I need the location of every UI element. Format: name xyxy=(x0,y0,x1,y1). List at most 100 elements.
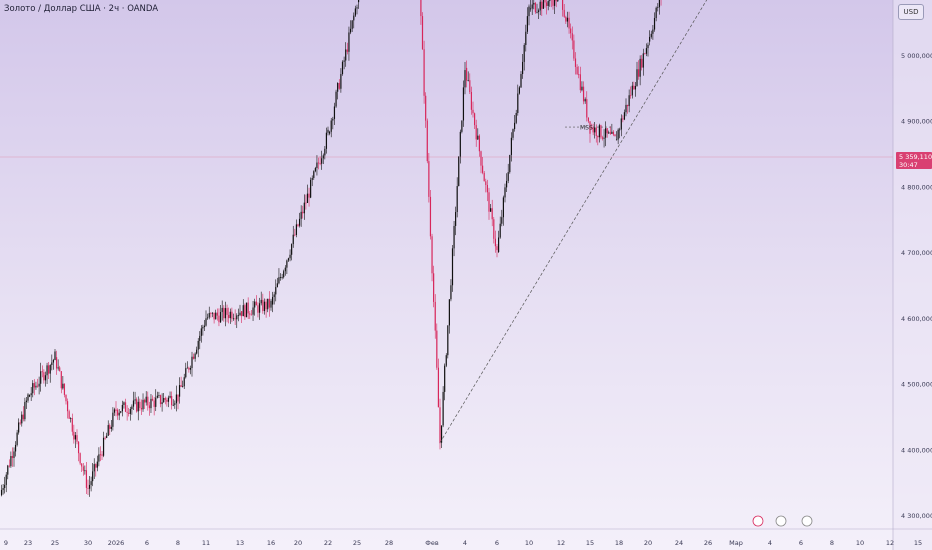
candle-body xyxy=(447,325,449,356)
candle-body xyxy=(183,377,185,387)
candle-body xyxy=(164,398,166,400)
candle-body xyxy=(509,154,511,173)
candle-body xyxy=(4,484,6,489)
candle-body xyxy=(2,488,4,490)
candle-body xyxy=(252,307,254,315)
candle-body xyxy=(603,137,605,139)
candle-body xyxy=(107,425,109,436)
candle-body xyxy=(36,385,39,387)
candle-body xyxy=(448,299,450,326)
price-tick-label: 4 900,000 xyxy=(901,118,932,126)
candle-body xyxy=(8,465,10,467)
candle-body xyxy=(557,0,559,2)
candle-body xyxy=(41,371,43,373)
candle-body xyxy=(450,285,452,300)
candle-body xyxy=(221,307,223,313)
candle-body xyxy=(606,128,608,134)
candle-body xyxy=(615,139,618,141)
candle-body xyxy=(456,186,458,213)
candle-body xyxy=(528,6,530,17)
candle-body xyxy=(428,161,430,197)
candle-body xyxy=(490,208,492,212)
candle-body xyxy=(43,372,45,381)
candle-body xyxy=(84,470,86,472)
candle-body xyxy=(118,412,120,416)
candle-body xyxy=(594,127,596,133)
candle-body xyxy=(570,28,572,34)
candle-body xyxy=(434,301,436,331)
candle-body xyxy=(554,0,556,6)
candle-body xyxy=(46,365,48,376)
candle-body xyxy=(10,456,12,467)
candle-body xyxy=(461,120,463,132)
candle-body xyxy=(77,441,80,454)
candle-body xyxy=(279,277,282,278)
candle-body xyxy=(180,385,182,387)
candle-body xyxy=(59,367,61,372)
candle-body xyxy=(172,404,174,406)
time-tick-label: 15 xyxy=(914,539,922,547)
candle-body xyxy=(420,0,422,17)
candle-body xyxy=(319,163,321,164)
candle-body xyxy=(237,315,239,317)
candle-body xyxy=(134,399,136,401)
candle-body xyxy=(271,297,274,305)
candle-body xyxy=(123,402,125,405)
candle-body xyxy=(291,244,293,255)
candle-body xyxy=(332,118,334,121)
candle-body xyxy=(633,85,635,90)
candle-body xyxy=(140,407,143,410)
time-tick-label: 8 xyxy=(830,539,834,547)
candle-body xyxy=(303,202,305,214)
candle-body xyxy=(502,197,504,218)
candle-body xyxy=(115,409,117,411)
candle-body xyxy=(194,353,196,359)
candle-body xyxy=(652,29,654,34)
candle-body xyxy=(340,74,342,89)
candle-body xyxy=(254,301,256,308)
candle-body xyxy=(493,219,495,239)
candle-body xyxy=(306,193,309,203)
currency-button[interactable]: USD xyxy=(898,4,924,20)
candle-body xyxy=(284,267,286,272)
candle-body xyxy=(265,301,267,310)
candle-body xyxy=(132,400,135,407)
lightning-icon xyxy=(752,515,764,527)
candle-body xyxy=(474,113,476,126)
candle-body xyxy=(311,177,313,180)
candle-body xyxy=(249,313,251,315)
candle-body xyxy=(552,0,554,6)
candle-body xyxy=(655,7,657,19)
flag-icon xyxy=(801,515,813,527)
candle-body xyxy=(358,0,360,3)
candle-body xyxy=(211,312,214,314)
candle-body xyxy=(467,80,469,82)
candle-body xyxy=(57,367,59,369)
candle-body xyxy=(589,121,591,134)
candle-body xyxy=(207,317,209,319)
symbol-title: Золото / Доллар США · 2ч · OANDA xyxy=(4,4,159,14)
candle-body xyxy=(584,99,586,102)
candle-body xyxy=(636,69,638,86)
candle-body xyxy=(79,453,81,464)
candle-body xyxy=(425,95,427,121)
candle-body xyxy=(657,7,659,8)
candle-body xyxy=(305,202,307,204)
candle-body xyxy=(483,172,485,182)
candle-body xyxy=(539,1,541,11)
candle-body xyxy=(104,437,106,439)
candle-body xyxy=(232,318,235,320)
candle-body xyxy=(121,404,123,412)
candle-body xyxy=(150,398,152,409)
candle-body xyxy=(462,87,465,121)
candle-body xyxy=(445,355,447,366)
candle-body xyxy=(199,335,201,341)
candle-body xyxy=(60,371,62,389)
candle-body xyxy=(126,411,128,413)
candle-body xyxy=(351,20,353,29)
candle-body xyxy=(99,454,102,456)
candle-body xyxy=(587,117,589,122)
time-tick-label: 12 xyxy=(886,539,894,547)
candle-body xyxy=(574,58,577,67)
